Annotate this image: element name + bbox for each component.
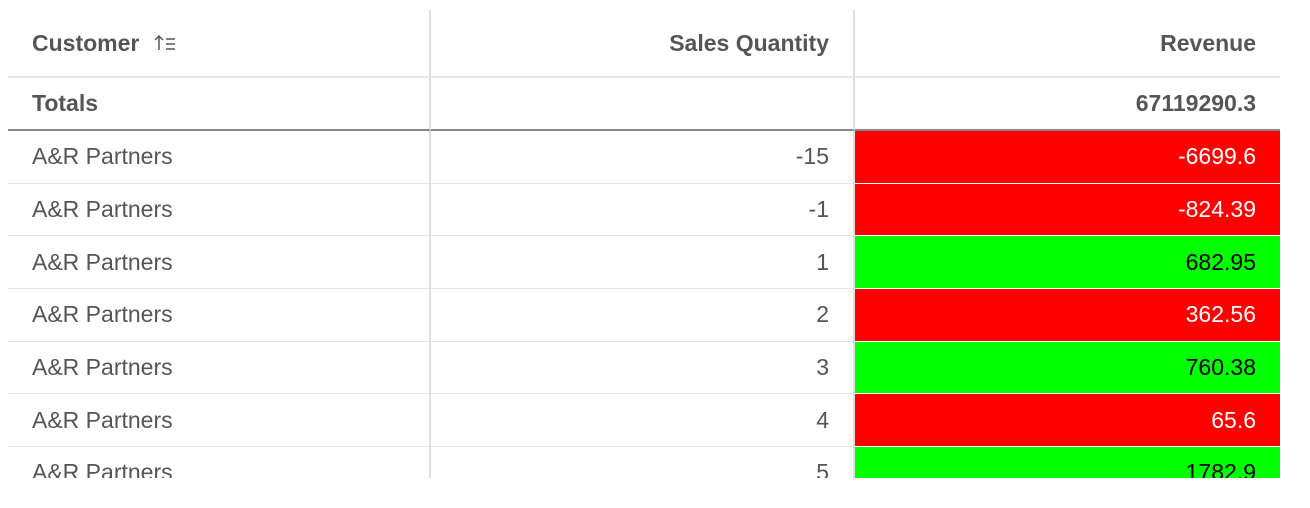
customer-cell: A&R Partners: [8, 289, 431, 342]
totals-label: Totals: [8, 78, 431, 131]
revenue-cell: 362.56: [855, 289, 1280, 342]
table: Customer Sales Quantity Revenue Totals 6…: [8, 10, 1280, 478]
customer-cell: A&R Partners: [8, 341, 431, 395]
data-row: A&R Partners 2 362.56: [8, 289, 1280, 342]
quantity-cell: -1: [431, 183, 855, 237]
quantity-cell: 3: [431, 341, 855, 395]
data-row: A&R Partners 5 1782.9: [8, 447, 1280, 478]
quantity-cell: -15: [431, 131, 855, 184]
data-row: A&R Partners 1 682.95: [8, 236, 1280, 290]
revenue-cell: 65.6: [855, 394, 1280, 448]
totals-row: Totals 67119290.3: [8, 78, 1280, 131]
revenue-cell: 760.38: [855, 341, 1280, 395]
quantity-cell: 5: [431, 447, 855, 478]
header-row: Customer Sales Quantity Revenue: [8, 10, 1280, 78]
data-row: A&R Partners -1 -824.39: [8, 183, 1280, 237]
customer-cell: A&R Partners: [8, 447, 431, 478]
customer-cell: A&R Partners: [8, 394, 431, 448]
header-cell[interactable]: Sales Quantity: [431, 10, 855, 78]
header-cell[interactable]: Revenue: [855, 10, 1280, 78]
header-text: Customer: [32, 29, 140, 56]
customer-cell: A&R Partners: [8, 183, 431, 237]
totals-cell: [431, 78, 855, 131]
revenue-cell: 682.95: [855, 236, 1280, 290]
data-row: A&R Partners 4 65.6: [8, 394, 1280, 448]
revenue-cell: 1782.9: [855, 447, 1280, 478]
quantity-cell: 2: [431, 289, 855, 342]
header-cell[interactable]: Customer: [8, 10, 431, 78]
data-row: A&R Partners -15 -6699.6: [8, 131, 1280, 184]
sort-icon[interactable]: [153, 33, 179, 53]
customer-cell: A&R Partners: [8, 131, 431, 184]
quantity-cell: 4: [431, 394, 855, 448]
customer-cell: A&R Partners: [8, 236, 431, 290]
revenue-cell: -824.39: [855, 183, 1280, 237]
revenue-cell: -6699.6: [855, 131, 1280, 184]
quantity-cell: 1: [431, 236, 855, 290]
data-row: A&R Partners 3 760.38: [8, 341, 1280, 395]
totals-revenue: 67119290.3: [855, 78, 1280, 131]
